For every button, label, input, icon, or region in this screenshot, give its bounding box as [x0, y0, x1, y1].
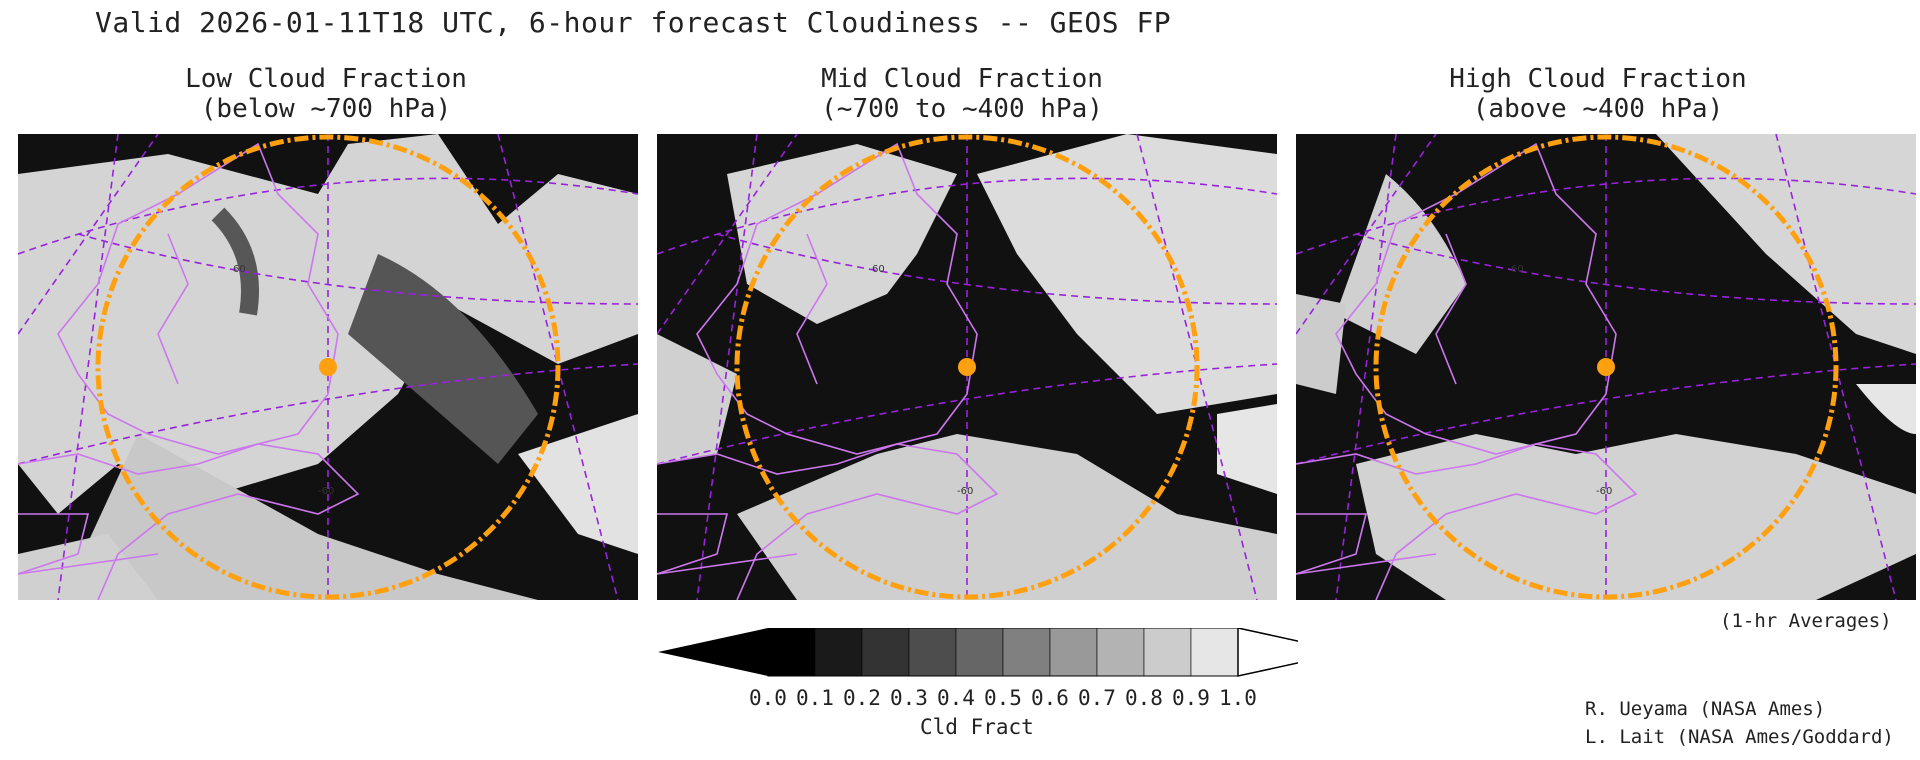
panel-title-high-line2: (above ~400 hPa)	[1472, 94, 1724, 124]
map-low-lat-label: 60	[233, 264, 246, 275]
colorbar-tick-label: 0.7	[1078, 686, 1116, 710]
map-high-cloud: 60 -60	[1296, 134, 1916, 600]
map-high-lon-label: -60	[1596, 486, 1612, 497]
panel-title-mid-line1: Mid Cloud Fraction	[821, 64, 1103, 94]
panel-title-mid: Mid Cloud Fraction (~700 to ~400 hPa)	[652, 64, 1272, 124]
colorbar-cell	[1143, 628, 1192, 677]
panel-title-high: High Cloud Fraction (above ~400 hPa)	[1288, 64, 1908, 124]
map-low-cloud: 60 -60	[18, 134, 638, 600]
panel-title-low-line1: Low Cloud Fraction	[185, 64, 467, 94]
colorbar	[658, 628, 1298, 677]
panel-title-mid-line2: (~700 to ~400 hPa)	[821, 94, 1103, 124]
colorbar-cell	[767, 628, 816, 677]
colorbar-tick-label: 0.5	[984, 686, 1022, 710]
map-mid-lat-label: 60	[872, 264, 885, 275]
credit-line-1: R. Ueyama (NASA Ames)	[1585, 698, 1826, 720]
colorbar-cell	[908, 628, 957, 677]
colorbar-tick-label: 0.6	[1031, 686, 1069, 710]
map-high-cloud-canvas: 60 -60	[1296, 134, 1916, 600]
colorbar-tick-label: 0.3	[890, 686, 928, 710]
panel-title-low-line2: (below ~700 hPa)	[200, 94, 452, 124]
colorbar-tick-label: 0.4	[937, 686, 975, 710]
map-mid-cloud: 60 -60	[657, 134, 1277, 600]
colorbar-under-arrow	[658, 628, 768, 676]
colorbar-cell	[1002, 628, 1051, 677]
map-low-lon-label: -60	[318, 486, 334, 497]
colorbar-cell	[861, 628, 910, 677]
colorbar-tick-label: 1.0	[1219, 686, 1257, 710]
averages-note: (1-hr Averages)	[1720, 610, 1892, 632]
colorbar-cell	[1049, 628, 1098, 677]
map-low-cloud-canvas: 60 -60	[18, 134, 638, 600]
credit-line-2: L. Lait (NASA Ames/Goddard)	[1585, 726, 1894, 748]
colorbar-tick-label: 0.1	[796, 686, 834, 710]
map-mid-lon-label: -60	[957, 486, 973, 497]
panel-title-high-line1: High Cloud Fraction	[1449, 64, 1747, 94]
colorbar-tick-label: 0.0	[749, 686, 787, 710]
colorbar-cell	[955, 628, 1004, 677]
colorbar-tick-label: 0.8	[1125, 686, 1163, 710]
map-high-lat-label: 60	[1511, 264, 1524, 275]
colorbar-cell	[1096, 628, 1145, 677]
map-mid-cloud-canvas: 60 -60	[657, 134, 1277, 600]
colorbar-tick-label: 0.2	[843, 686, 881, 710]
colorbar-tick-label: 0.9	[1172, 686, 1210, 710]
colorbar-cell	[1190, 628, 1239, 677]
colorbar-over-arrow	[1237, 628, 1298, 677]
colorbar-cell	[814, 628, 863, 677]
main-title: Valid 2026-01-11T18 UTC, 6-hour forecast…	[95, 6, 1172, 39]
colorbar-label: Cld Fract	[920, 715, 1034, 739]
panel-title-low: Low Cloud Fraction (below ~700 hPa)	[16, 64, 636, 124]
